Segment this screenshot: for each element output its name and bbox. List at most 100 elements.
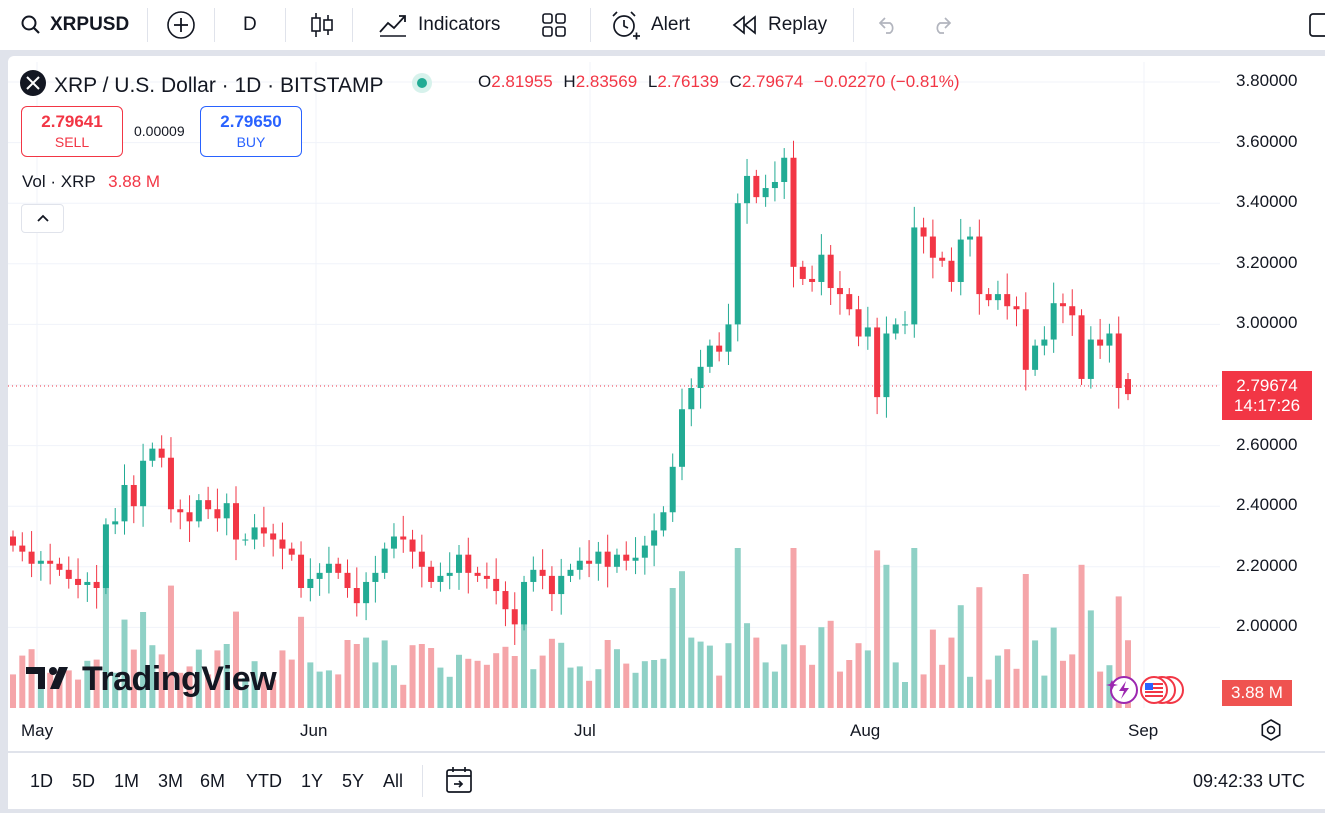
chart-panel[interactable] xyxy=(8,56,1325,751)
volume-bar xyxy=(102,564,109,708)
candle-body xyxy=(19,545,26,552)
volume-bar xyxy=(428,648,435,708)
candle-body xyxy=(1013,306,1020,310)
candle-body xyxy=(372,572,379,582)
events-badges[interactable] xyxy=(1104,674,1190,711)
range-button-5d[interactable]: 5D xyxy=(72,770,96,791)
range-button-1d[interactable]: 1D xyxy=(30,770,54,791)
settings-gear-icon xyxy=(1260,719,1282,745)
volume-bar xyxy=(613,649,620,708)
candle-body xyxy=(660,512,667,531)
candle-body xyxy=(167,457,174,510)
chart-settings-button[interactable] xyxy=(1260,719,1282,746)
candle-body xyxy=(716,345,723,352)
volume-tag: 3.88 M xyxy=(1222,680,1292,706)
candle-body xyxy=(530,569,537,582)
symbol-search-button[interactable]: XRPUSD xyxy=(20,0,129,50)
volume-bar xyxy=(1069,654,1076,708)
volume-bar xyxy=(465,658,472,708)
range-button-ytd[interactable]: YTD xyxy=(246,770,282,791)
price-scale-label: 3.80000 xyxy=(1236,71,1298,90)
indicators-button[interactable]: Indicators xyxy=(378,0,500,50)
fullscreen-button[interactable] xyxy=(1308,0,1325,50)
time-scale-label: Jul xyxy=(574,721,596,740)
volume-bar xyxy=(762,662,769,708)
volume-bar xyxy=(632,672,639,708)
redo-button[interactable] xyxy=(931,0,955,50)
replay-button[interactable]: Replay xyxy=(730,0,827,50)
sell-label: SELL xyxy=(54,134,90,150)
candle-body xyxy=(242,539,249,541)
candle-body xyxy=(651,530,658,546)
volume-bar xyxy=(474,660,481,708)
range-button-1m[interactable]: 1M xyxy=(114,770,140,791)
volume-bar xyxy=(967,676,974,708)
undo-button[interactable] xyxy=(875,0,899,50)
compare-symbol-button[interactable] xyxy=(166,0,196,50)
candle-body xyxy=(892,324,899,334)
layouts-button[interactable] xyxy=(541,0,567,50)
candle-body xyxy=(1069,306,1076,316)
goto-date-button[interactable] xyxy=(444,765,474,800)
candle-body xyxy=(465,554,472,573)
volume-bar xyxy=(883,564,890,708)
buy-button[interactable]: 2.79650 BUY xyxy=(200,106,302,157)
volume-bar xyxy=(242,678,249,708)
candles xyxy=(10,140,1131,645)
interval-button[interactable]: D xyxy=(243,0,257,50)
candle-body xyxy=(279,539,286,549)
volume-bar xyxy=(1041,675,1048,708)
range-button-3m[interactable]: 3M xyxy=(158,770,184,791)
chart-type-button[interactable] xyxy=(309,0,335,50)
volume-bar xyxy=(75,679,82,708)
candle-body xyxy=(967,236,974,240)
candle-body xyxy=(381,548,388,573)
candle-body xyxy=(483,575,490,579)
volume-bar xyxy=(205,674,212,708)
candle-body xyxy=(744,175,751,204)
utc-clock[interactable]: 09:42:33 UTC xyxy=(1192,770,1305,791)
candle-body xyxy=(474,572,481,576)
xrp-logo-icon xyxy=(20,70,46,102)
candle-body xyxy=(56,563,63,570)
candle-body xyxy=(781,157,788,182)
volume-bar xyxy=(1097,671,1104,708)
range-button-5y[interactable]: 5Y xyxy=(342,770,365,791)
range-button-1y[interactable]: 1Y xyxy=(301,770,324,791)
alert-button[interactable]: Alert xyxy=(609,0,690,50)
grid-layout-icon xyxy=(541,12,567,38)
candle-body xyxy=(47,560,54,564)
candle-body xyxy=(586,560,593,564)
volume-bar xyxy=(251,661,258,708)
market-status-icon[interactable] xyxy=(411,72,433,100)
volume-bar xyxy=(1004,649,1011,708)
range-button-all[interactable]: All xyxy=(383,770,404,791)
volume-bar xyxy=(456,654,462,708)
price-scale-label: 3.40000 xyxy=(1236,192,1298,212)
sell-button[interactable]: 2.79641 SELL xyxy=(21,106,123,157)
volume-bar xyxy=(651,660,658,708)
candle-body xyxy=(149,448,156,461)
top-toolbar: XRPUSD D Indicators Alert Replay xyxy=(0,0,1325,50)
time-scale-label: Sep xyxy=(1128,721,1159,740)
candle-body xyxy=(335,563,342,573)
candle-body xyxy=(437,575,444,582)
volume-bar xyxy=(929,629,936,708)
calendar-arrow-icon xyxy=(444,767,474,799)
candle-body xyxy=(353,588,360,604)
volume-bar xyxy=(28,649,35,708)
volume-bar xyxy=(353,644,360,708)
tradingview-logo[interactable]: TradingView xyxy=(26,660,277,699)
candle-body xyxy=(502,591,509,610)
volume-bar xyxy=(669,588,676,708)
range-button-6m[interactable]: 6M xyxy=(200,770,226,791)
candle-body xyxy=(669,466,676,513)
volume-bar xyxy=(65,670,72,708)
collapse-legend-button[interactable] xyxy=(21,204,64,233)
open-label: O xyxy=(478,72,492,91)
volume-legend[interactable]: Vol · XRP 3.88 M xyxy=(22,172,160,192)
chart-legend-title[interactable]: XRP / U.S. Dollar · 1D · BITSTAMP xyxy=(20,70,433,102)
candle-body xyxy=(316,572,323,579)
last-price-value: 2.79674 xyxy=(1236,376,1298,395)
